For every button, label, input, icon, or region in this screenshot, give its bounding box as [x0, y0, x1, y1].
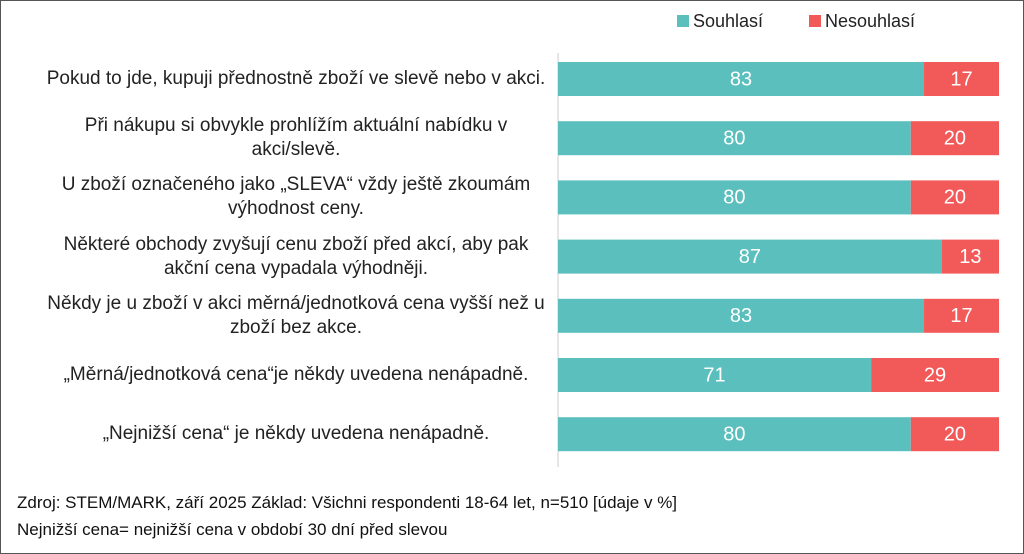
- legend-label: Nesouhlasí: [825, 11, 915, 31]
- value-label: 17: [950, 305, 972, 327]
- bar-segment: [558, 239, 942, 274]
- value-label: 20: [944, 187, 966, 209]
- category-label: „Měrná/jednotková cena“je někdy uvedena …: [63, 364, 529, 385]
- value-label: 80: [723, 127, 745, 149]
- category-label: U zboží označeného jako „SLEVA“ vždy ješ…: [61, 174, 531, 220]
- value-label: 80: [723, 423, 745, 445]
- legend-swatch: [677, 15, 689, 27]
- bar-segment: [871, 358, 999, 392]
- bar-segment: [924, 298, 999, 333]
- bar-segment: [924, 62, 999, 96]
- bar-segment: [558, 417, 911, 452]
- bar-segment: [910, 417, 999, 452]
- bar-segment: [941, 239, 999, 274]
- value-label: 83: [730, 68, 752, 90]
- value-label: 83: [730, 305, 752, 327]
- value-label: 71: [703, 364, 725, 386]
- category-label: Některé obchody zvyšují cenu zboží před …: [63, 233, 529, 279]
- category-label: Při nákupu si obvykle prohlížím aktuální…: [84, 115, 508, 161]
- value-label: 20: [944, 127, 966, 149]
- value-label: 17: [950, 68, 972, 90]
- bar-segment: [558, 298, 925, 333]
- value-label: 87: [739, 246, 761, 268]
- bar-segment: [910, 121, 999, 156]
- category-label: Někdy je u zboží v akci měrná/jednotková…: [47, 292, 545, 338]
- bar-segment: [558, 180, 911, 215]
- bar-segment: [910, 180, 999, 215]
- footnote: Nejnižší cena= nejnižší cena v období 30…: [17, 520, 448, 539]
- source-note: Zdroj: STEM/MARK, září 2025 Základ: Všic…: [17, 493, 678, 512]
- bar-segment: [558, 62, 925, 96]
- legend-swatch: [809, 15, 821, 27]
- category-label: Pokud to jde, kupuji přednostně zboží ve…: [46, 68, 546, 89]
- bar-segment: [558, 121, 911, 156]
- legend-label: Souhlasí: [693, 11, 763, 31]
- value-label: 20: [944, 423, 966, 445]
- value-label: 13: [959, 246, 981, 268]
- value-label: 80: [723, 187, 745, 209]
- bar-segment: [558, 358, 872, 392]
- category-label: „Nejnižší cena“ je někdy uvedena nenápad…: [102, 423, 490, 445]
- value-label: 29: [924, 364, 946, 386]
